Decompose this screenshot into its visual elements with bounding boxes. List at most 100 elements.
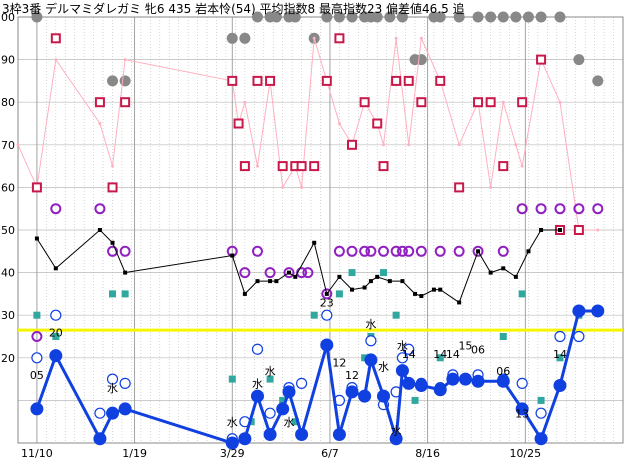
purple-circle-marker bbox=[107, 245, 119, 257]
main-series-point bbox=[345, 385, 359, 399]
blue-circle-marker bbox=[295, 377, 308, 389]
gray-circle-marker bbox=[434, 11, 446, 23]
x-tick-label: 10/25 bbox=[509, 447, 541, 460]
teal-square-marker bbox=[291, 418, 299, 426]
teal-square-marker bbox=[361, 354, 369, 362]
main-series-point bbox=[433, 383, 447, 397]
gray-circle-marker bbox=[289, 11, 301, 23]
black-series-point bbox=[53, 266, 58, 271]
pink-series-point bbox=[337, 122, 341, 125]
gray-circle-marker bbox=[270, 11, 282, 23]
pink-series-line bbox=[17, 36, 598, 231]
purple-circle-marker bbox=[378, 245, 390, 257]
teal-square-marker bbox=[348, 269, 356, 277]
main-series-point bbox=[534, 432, 548, 446]
pink-series-point bbox=[243, 100, 247, 104]
pink-series-point bbox=[514, 143, 518, 147]
blue-circle-marker bbox=[396, 352, 409, 364]
red-square-marker bbox=[321, 75, 332, 86]
teal-square-marker bbox=[392, 311, 400, 319]
y-tick-label: 30 bbox=[1, 309, 15, 322]
blue-circle-marker bbox=[94, 407, 106, 419]
black-series-point bbox=[539, 228, 544, 232]
pink-series-point bbox=[407, 143, 411, 147]
annotation-label: 12 bbox=[345, 369, 359, 382]
annotation-label: 水 bbox=[365, 318, 376, 331]
purple-circle-marker bbox=[573, 203, 585, 215]
main-series-point bbox=[389, 432, 403, 446]
black-series-point bbox=[34, 236, 39, 241]
red-square-marker bbox=[50, 33, 61, 44]
gray-circle-marker bbox=[497, 11, 509, 23]
red-square-marker bbox=[277, 161, 288, 172]
red-square-marker bbox=[107, 182, 118, 193]
gray-circle-marker bbox=[415, 54, 427, 66]
y-tick-label: 20 bbox=[1, 352, 15, 365]
black-series-point bbox=[123, 270, 128, 275]
purple-circle-marker bbox=[239, 267, 251, 279]
blue-circle-marker bbox=[535, 407, 547, 419]
pink-series-point bbox=[255, 164, 259, 168]
pink-series-point bbox=[281, 185, 285, 189]
black-series-point bbox=[97, 228, 102, 232]
blue-circle-marker bbox=[31, 352, 43, 364]
pink-series-point bbox=[123, 58, 127, 62]
pink-series-point bbox=[596, 228, 600, 232]
teal-square-marker bbox=[121, 290, 129, 298]
gray-circle-marker bbox=[333, 11, 345, 23]
purple-circle-marker bbox=[359, 245, 371, 257]
pink-series-point bbox=[419, 36, 423, 40]
black-series-point bbox=[387, 279, 392, 284]
purple-circle-marker bbox=[415, 245, 427, 257]
black-series-point bbox=[557, 228, 562, 232]
gray-circle-marker bbox=[119, 75, 131, 87]
black-series-point bbox=[230, 253, 235, 258]
main-series-point bbox=[106, 406, 120, 420]
gray-circle-marker bbox=[346, 11, 358, 23]
annotation-label: 15 bbox=[458, 339, 472, 352]
red-square-marker bbox=[252, 75, 263, 86]
red-square-marker bbox=[473, 97, 484, 108]
annotation-label: 23 bbox=[320, 297, 334, 310]
teal-square-marker bbox=[310, 311, 318, 319]
red-square-marker bbox=[372, 118, 383, 129]
black-series-point bbox=[488, 270, 493, 275]
y-tick-label: 80 bbox=[1, 96, 15, 109]
red-square-marker bbox=[454, 182, 465, 193]
main-series-point bbox=[414, 378, 428, 392]
pink-series-point bbox=[111, 164, 115, 168]
main-series-point bbox=[471, 374, 485, 388]
purple-circle-marker bbox=[434, 245, 446, 257]
main-series-point bbox=[364, 353, 378, 367]
annotation-label: 05 bbox=[30, 369, 44, 382]
annotation-label: 14 bbox=[553, 348, 567, 361]
annotation-label: 水 bbox=[397, 339, 408, 352]
plot-border bbox=[17, 16, 624, 444]
black-series-point bbox=[324, 291, 329, 296]
teal-square-marker bbox=[279, 396, 287, 404]
main-series-point bbox=[591, 304, 605, 318]
main-series-point bbox=[553, 378, 567, 392]
purple-circle-marker bbox=[403, 245, 415, 257]
red-square-marker bbox=[359, 97, 370, 108]
gray-circle-marker bbox=[321, 11, 333, 23]
black-series-point bbox=[362, 285, 367, 290]
gray-circle-marker bbox=[396, 11, 408, 23]
black-series-point bbox=[268, 279, 273, 284]
main-series-point bbox=[295, 427, 309, 441]
purple-circle-marker bbox=[31, 331, 43, 342]
gray-circle-marker bbox=[226, 32, 238, 44]
gray-circle-marker bbox=[592, 75, 604, 87]
pink-series-point bbox=[54, 58, 58, 62]
teal-square-marker bbox=[556, 354, 564, 362]
purple-circle-marker bbox=[283, 267, 295, 279]
pink-series-point bbox=[457, 143, 461, 147]
purple-circle-marker bbox=[365, 245, 377, 257]
red-square-marker bbox=[31, 182, 42, 193]
gray-circle-marker bbox=[522, 11, 534, 23]
pink-series-point bbox=[489, 185, 493, 189]
blue-circle-marker bbox=[50, 309, 62, 321]
y-tick-label: 90 bbox=[1, 54, 15, 67]
teal-square-marker bbox=[52, 333, 60, 340]
gray-circle-marker bbox=[31, 11, 43, 23]
